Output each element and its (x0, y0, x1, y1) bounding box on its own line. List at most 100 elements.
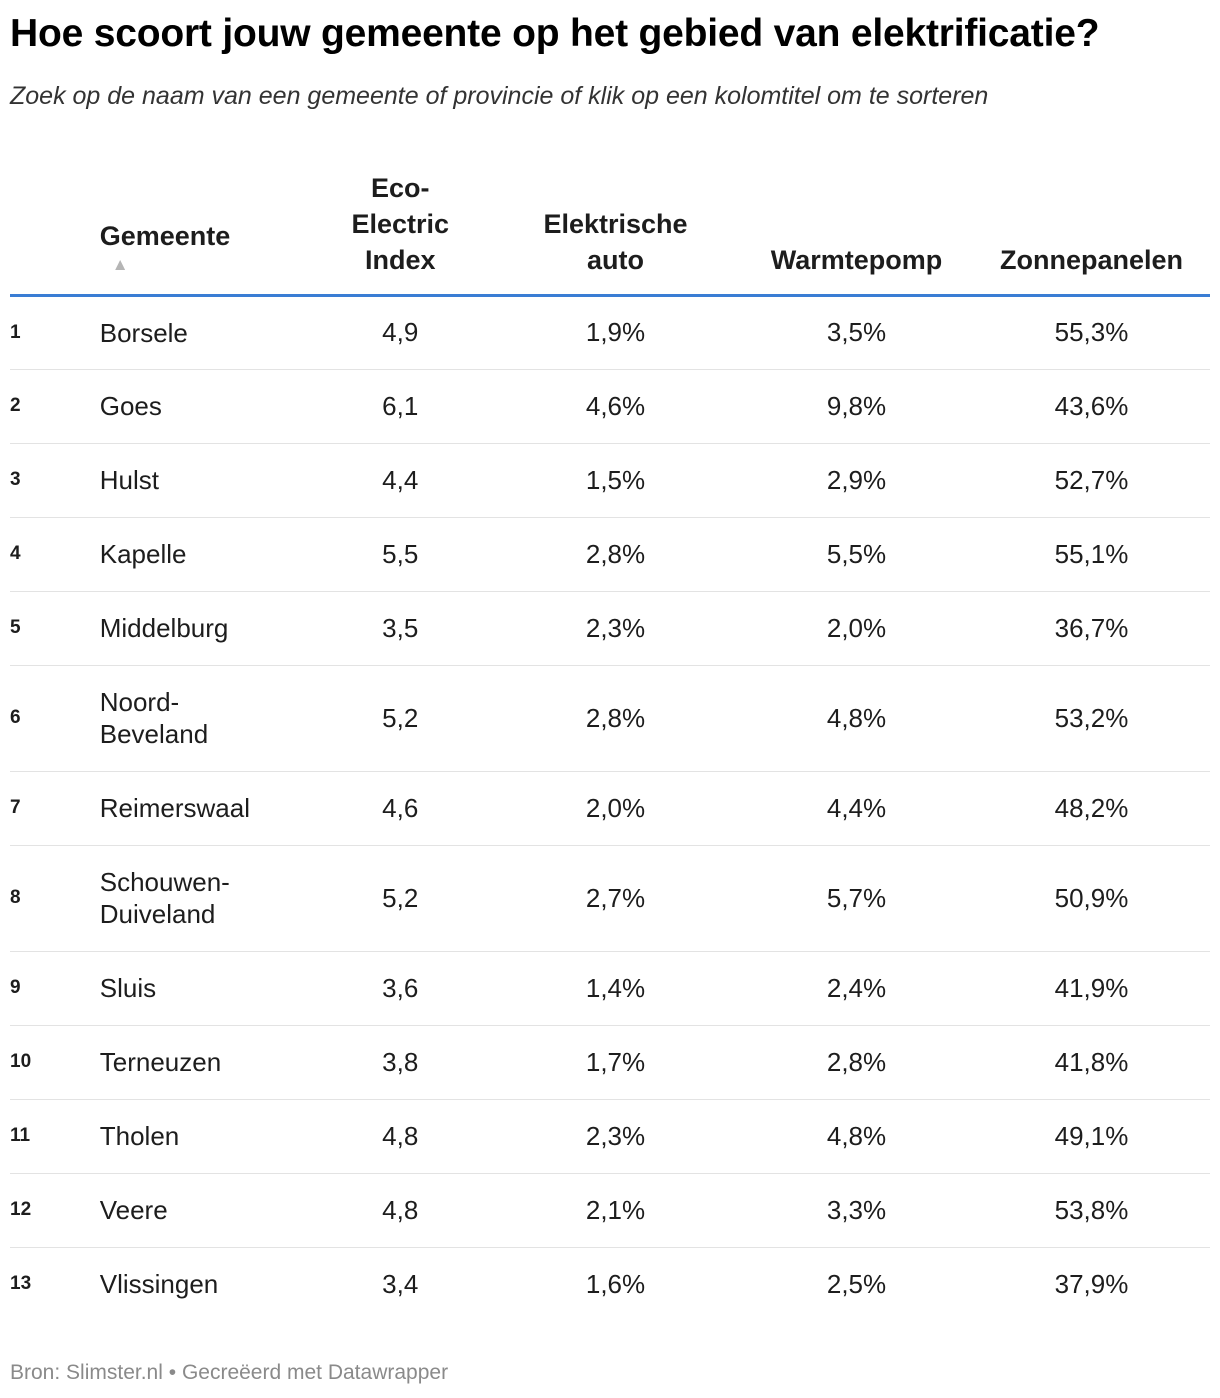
warmtepomp-cell: 2,4% (740, 951, 973, 1026)
zonnepanelen-cell: 55,3% (972, 295, 1210, 370)
warmtepomp-cell: 5,7% (740, 845, 973, 952)
header-gemeente[interactable]: Gemeente ▲ (99, 160, 310, 297)
eco-index-cell: 3,8 (309, 1025, 491, 1100)
zonnepanelen-cell: 55,1% (972, 517, 1210, 592)
eco-index-cell: 6,1 (309, 369, 491, 444)
eco-index-cell: 3,6 (309, 951, 491, 1026)
rank-cell: 8 (10, 845, 100, 952)
gemeente-cell: Hulst (99, 443, 310, 518)
table-row: 1 Borsele 4,9 1,9% 3,5% 55,3% (10, 295, 1210, 370)
elektrische-auto-cell: 2,8% (490, 517, 741, 592)
table-row: 6 Noord- Beveland 5,2 2,8% 4,8% 53,2% (10, 665, 1210, 772)
zonnepanelen-cell: 53,8% (972, 1173, 1210, 1248)
header-zonnepanelen[interactable]: Zonnepanelen (972, 160, 1210, 297)
header-eco-electric-index[interactable]: Eco- Electric Index (309, 160, 491, 297)
header-line: Electric (351, 208, 449, 239)
footer-separator: • (168, 1361, 177, 1384)
eco-index-cell: 4,6 (309, 771, 491, 846)
warmtepomp-cell: 4,4% (740, 771, 973, 846)
warmtepomp-cell: 5,5% (740, 517, 973, 592)
data-table: Gemeente ▲ Eco- Electric Index Elektrisc… (10, 160, 1210, 1321)
elektrische-auto-cell: 1,5% (490, 443, 741, 518)
gemeente-name: Terneuzen (99, 1047, 222, 1077)
gemeente-cell: Veere (99, 1173, 310, 1248)
table-row: 7 Reimerswaal 4,6 2,0% 4,4% 48,2% (10, 771, 1210, 846)
rank-cell: 13 (10, 1273, 32, 1295)
eco-index-cell: 4,9 (309, 295, 491, 370)
rank-cell: 4 (10, 517, 100, 592)
chart-subtitle: Zoek op de naam van een gemeente of prov… (10, 82, 989, 110)
elektrische-auto-cell: 1,7% (490, 1025, 741, 1100)
header-gemeente-label: Gemeente (99, 220, 231, 251)
table-row: 2 Goes 6,1 4,6% 9,8% 43,6% (10, 369, 1210, 444)
gemeente-cell: Middelburg (99, 591, 310, 666)
gemeente-cell: Borsele (99, 295, 310, 370)
table-header-row: Gemeente ▲ Eco- Electric Index Elektrisc… (10, 160, 1210, 297)
elektrische-auto-cell: 2,3% (490, 1099, 741, 1174)
rank-cell: 1 (10, 295, 100, 370)
eco-index-cell: 4,8 (309, 1173, 491, 1248)
elektrische-auto-cell: 2,0% (490, 771, 741, 846)
rank-cell: 3 (10, 443, 100, 518)
gemeente-name: Goes (99, 391, 162, 421)
gemeente-cell: Sluis (99, 951, 310, 1026)
elektrische-auto-cell: 2,7% (490, 845, 741, 952)
eco-index-cell: 5,2 (309, 845, 491, 952)
zonnepanelen-cell: 48,2% (972, 771, 1210, 846)
rank-cell: 12 (10, 1173, 100, 1248)
footer: Bron: Slimster.nl • Gecreëerd met Datawr… (10, 1361, 448, 1385)
credit-link[interactable]: Gecreëerd met Datawrapper (181, 1361, 449, 1384)
gemeente-name: Schouwen- (99, 867, 230, 897)
rank-cell: 11 (10, 1099, 100, 1174)
elektrische-auto-cell: 2,8% (490, 665, 741, 772)
eco-index-cell: 5,5 (309, 517, 491, 592)
gemeente-cell: Terneuzen (99, 1025, 310, 1100)
elektrische-auto-cell: 1,9% (490, 295, 741, 370)
elektrische-auto-cell: 4,6% (490, 369, 741, 444)
table-row: 8 Schouwen- Duiveland 5,2 2,7% 5,7% 50,9% (10, 845, 1210, 952)
warmtepomp-cell: 2,5% (826, 1268, 887, 1299)
gemeente-name: Sluis (99, 973, 157, 1003)
header-line: Elektrische (543, 208, 688, 239)
gemeente-name: Hulst (99, 465, 159, 495)
table-body: 1 Borsele 4,9 1,9% 3,5% 55,3% 2 Goes 6,1 4,6% 9,8%… (10, 295, 1210, 1321)
eco-index-cell: 4,8 (309, 1099, 491, 1174)
zonnepanelen-cell: 52,7% (972, 443, 1210, 518)
table-row: 9 Sluis 3,6 1,4% 2,4% 41,9% (10, 951, 1210, 1026)
zonnepanelen-cell: 50,9% (972, 845, 1210, 952)
eco-index-cell: 5,2 (309, 665, 491, 772)
warmtepomp-cell: 9,8% (740, 369, 973, 444)
gemeente-name: Veere (99, 1195, 168, 1225)
gemeente-name: Duiveland (99, 899, 216, 929)
warmtepomp-cell: 4,8% (740, 665, 973, 772)
gemeente-name: Kapelle (99, 539, 187, 569)
header-rank (10, 160, 100, 297)
zonnepanelen-cell: 49,1% (972, 1099, 1210, 1174)
elektrische-auto-cell: 1,6% (585, 1268, 646, 1299)
table-row: 4 Kapelle 5,5 2,8% 5,5% 55,1% (10, 517, 1210, 592)
eco-index-cell: 3,4 (382, 1268, 419, 1299)
header-warmtepomp[interactable]: Warmtepomp (740, 160, 973, 297)
gemeente-cell: Kapelle (99, 517, 310, 592)
eco-index-cell: 4,4 (309, 443, 491, 518)
warmtepomp-cell: 3,3% (740, 1173, 973, 1248)
warmtepomp-cell: 2,8% (740, 1025, 973, 1100)
gemeente-name: Vlissingen (99, 1269, 219, 1300)
gemeente-cell: Goes (99, 369, 310, 444)
table-row: 5 Middelburg 3,5 2,3% 2,0% 36,7% (10, 591, 1210, 666)
zonnepanelen-cell: 41,8% (972, 1025, 1210, 1100)
header-line: Index (364, 244, 436, 275)
gemeente-name: Tholen (99, 1121, 180, 1151)
zonnepanelen-cell: 43,6% (972, 369, 1210, 444)
rank-cell: 2 (10, 369, 100, 444)
header-elektrische-auto[interactable]: Elektrische auto (490, 160, 741, 297)
gemeente-cell: Noord- Beveland (99, 665, 310, 772)
warmtepomp-cell: 3,5% (740, 295, 973, 370)
zonnepanelen-cell: 37,9% (1054, 1268, 1129, 1299)
source-link[interactable]: Bron: Slimster.nl (10, 1361, 163, 1384)
table-row: 12 Veere 4,8 2,1% 3,3% 53,8% (10, 1173, 1210, 1248)
gemeente-cell: Schouwen- Duiveland (99, 845, 310, 952)
rank-cell: 5 (10, 591, 100, 666)
header-line: Zonnepanelen (999, 244, 1183, 275)
warmtepomp-cell: 2,0% (740, 591, 973, 666)
